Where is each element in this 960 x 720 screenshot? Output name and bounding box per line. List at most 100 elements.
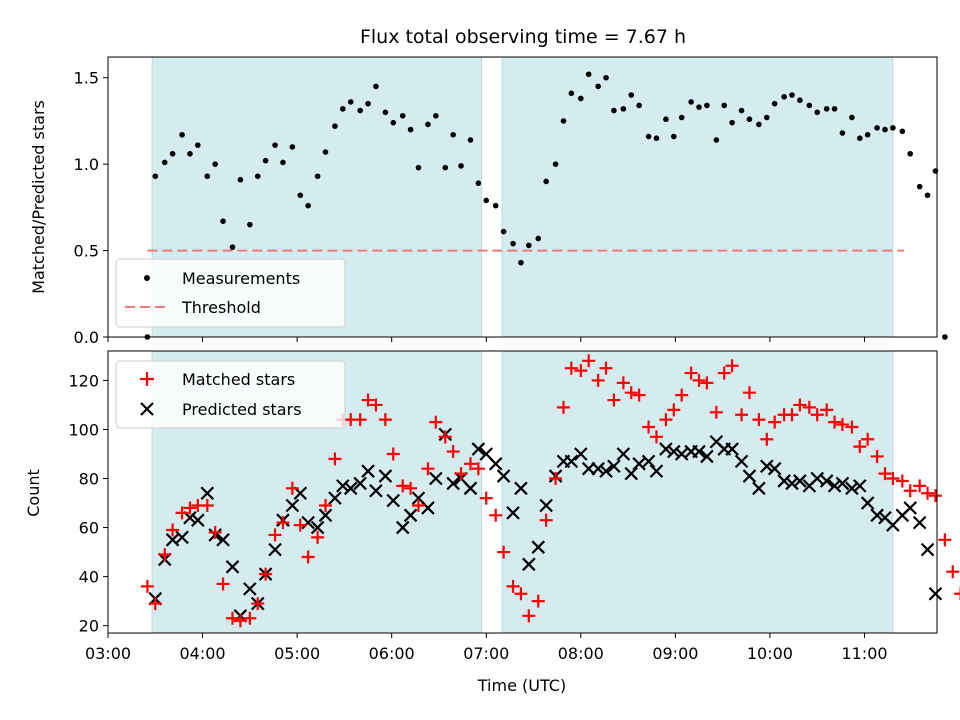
measurement-points: [144, 71, 948, 340]
matched-point: [539, 513, 553, 527]
measurement-point: [814, 109, 821, 116]
matched-point: [175, 506, 189, 520]
matched-point: [404, 481, 418, 495]
x-axis-ticks: [107, 337, 866, 342]
legend: Measurements Threshold: [115, 258, 346, 328]
measurement-point: [390, 119, 397, 126]
measurement-point: [763, 114, 770, 121]
measurement-point: [442, 164, 449, 171]
measurement-point: [916, 183, 923, 190]
legend-label-measurements: Measurements: [182, 269, 300, 288]
matched-point: [311, 530, 325, 544]
y-tick-label: 60: [79, 519, 99, 538]
measurement-point: [771, 100, 778, 107]
matched-point: [549, 472, 563, 486]
measurement-point: [688, 99, 694, 105]
measurement-point: [831, 106, 838, 112]
predicted-point: [463, 481, 478, 496]
predicted-point: [734, 454, 749, 469]
matched-point: [735, 408, 749, 422]
measurement-point: [297, 192, 304, 199]
legend-label-threshold: Threshold: [181, 298, 261, 317]
measurement-point: [746, 116, 753, 123]
measurement-point: [628, 92, 635, 98]
measurement-point: [483, 197, 490, 204]
predicted-point: [343, 481, 358, 496]
matched-point: [599, 361, 613, 375]
measurement-point: [450, 131, 456, 138]
measurement-point: [357, 107, 363, 114]
matched-point: [709, 405, 723, 419]
matched-point: [632, 388, 646, 402]
measurement-point: [347, 99, 354, 105]
matched-point: [421, 462, 435, 476]
measurement-point: [262, 157, 269, 164]
measurement-point: [849, 114, 855, 121]
y-axis-ticks: 0.0 0.5 1.0 1.5: [74, 69, 108, 347]
measurement-point: [806, 102, 813, 109]
matched-point: [828, 415, 842, 429]
predicted-point: [920, 542, 935, 557]
measurement-point: [195, 142, 201, 148]
predicted-point: [767, 461, 782, 476]
measurement-point: [161, 159, 168, 166]
matched-point: [700, 376, 714, 390]
matched-point: [183, 501, 197, 515]
measurement-point: [552, 161, 559, 167]
measurement-point: [653, 135, 660, 142]
predicted-point: [301, 515, 315, 530]
measurement-point: [492, 202, 499, 209]
matched-point: [243, 611, 257, 625]
measurement-point: [340, 106, 346, 112]
matched-point: [624, 386, 638, 400]
y-tick-label: 1.5: [74, 69, 99, 88]
matched-point: [226, 611, 240, 625]
predicted-point: [328, 491, 342, 505]
measurement-point: [382, 109, 389, 116]
measurement-point: [568, 90, 575, 97]
predicted-point: [616, 447, 631, 461]
predicted-point: [268, 542, 282, 557]
x-tick-label: 10:00: [747, 644, 793, 663]
predicted-point: [870, 508, 884, 523]
predicted-point: [369, 483, 383, 498]
measurement-point: [179, 131, 185, 138]
measurement-point: [578, 95, 584, 102]
predicted-point: [564, 454, 579, 469]
measurement-point: [510, 240, 516, 247]
predicted-point: [599, 464, 613, 478]
matched-point: [607, 393, 621, 407]
measurement-point: [314, 173, 321, 180]
matched-point: [802, 400, 816, 414]
predicted-point: [928, 586, 943, 601]
matched-point: [938, 533, 952, 547]
matched-point: [642, 420, 656, 434]
predicted-point: [785, 476, 799, 491]
measurement-point: [247, 221, 253, 228]
measurement-point: [204, 173, 211, 180]
matched-point: [768, 415, 782, 429]
predicted-point: [285, 498, 300, 513]
measurement-point: [729, 119, 735, 126]
matched-point: [429, 415, 443, 429]
matched-point: [301, 550, 315, 564]
predicted-point: [336, 479, 350, 493]
y-axis-label: Count: [24, 469, 43, 517]
predicted-point: [607, 459, 621, 474]
legend-box: [115, 360, 346, 429]
predicted-point: [378, 469, 393, 483]
predicted-point: [421, 501, 435, 515]
matched-point: [378, 413, 392, 427]
predicted-point: [191, 513, 205, 527]
matched-point: [928, 489, 942, 503]
matched-point: [659, 413, 673, 427]
matched-point: [903, 484, 917, 498]
matched-point: [675, 388, 689, 402]
predicted-point: [827, 479, 842, 493]
predicted-point: [471, 442, 486, 456]
measurement-point: [864, 131, 871, 138]
measurement-point: [611, 107, 617, 114]
measurement-point: [882, 126, 888, 133]
matched-point: [361, 393, 375, 407]
matched-point: [216, 577, 230, 591]
